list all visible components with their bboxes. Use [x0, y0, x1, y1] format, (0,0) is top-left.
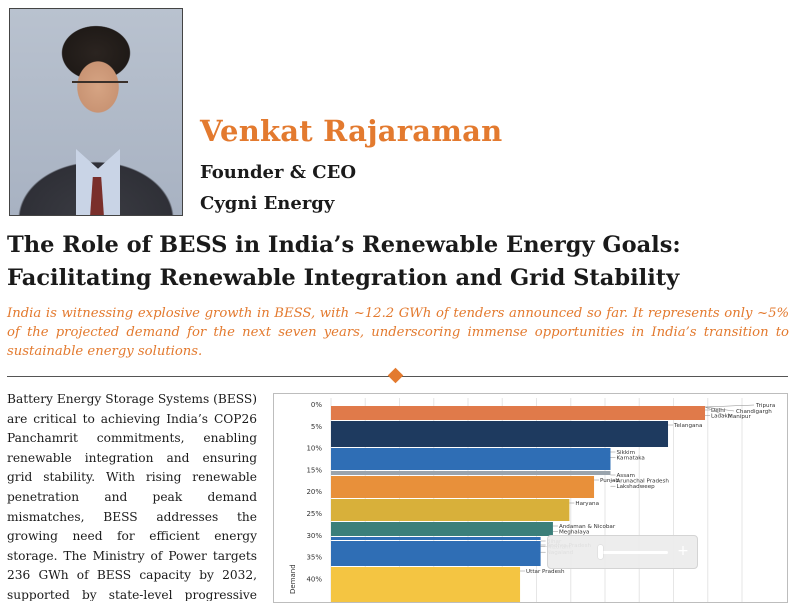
zoom-control[interactable]: + [547, 535, 698, 569]
top-label: Chandigargh [736, 409, 772, 415]
y-tick-label: 10% [306, 445, 322, 453]
bar [331, 476, 595, 498]
bar [331, 421, 669, 447]
y-tick-label: 40% [306, 575, 322, 583]
leader-line [704, 406, 727, 417]
article-body: Battery Energy Storage Systems (BESS) ar… [7, 392, 257, 601]
glasses [72, 81, 128, 97]
y-tick-label: 0% [311, 401, 322, 409]
chart-svg: 0% 5% 10% 15% 20% 25% 30% 35% 40% Demand DelhiLada… [289, 398, 775, 602]
bar-label: Karnataka [616, 456, 644, 462]
zoom-slider-track[interactable] [598, 551, 668, 554]
bar [331, 448, 611, 470]
bar [331, 406, 706, 420]
leader-line [704, 404, 755, 408]
bar-label: Haryana [575, 501, 599, 507]
bar [331, 471, 611, 475]
author-role: Founder & CEO [200, 162, 357, 183]
y-axis-label: Demand [289, 564, 297, 594]
y-tick-label: 5% [311, 423, 322, 431]
tie [90, 177, 104, 215]
y-tick-label: 20% [306, 488, 322, 496]
top-label: Tripura [755, 403, 775, 409]
bar-label: Ladakh [711, 414, 732, 420]
article-title: The Role of BESS in India’s Renewable En… [7, 232, 681, 291]
y-tick-label: 25% [306, 510, 322, 518]
bar [331, 537, 541, 540]
y-tick-label: 35% [306, 554, 322, 562]
bar-label: Meghalaya [559, 530, 590, 536]
bar [331, 522, 553, 536]
bar [331, 567, 521, 602]
bar-label: Uttar Pradesh [526, 569, 565, 575]
bar-label: Andaman & Nicobar [559, 524, 616, 530]
bar-label: Arunachal Pradesh [616, 479, 669, 485]
author-photo [9, 8, 183, 216]
bar-label: Telangana [673, 423, 702, 429]
y-tick-label: 30% [306, 532, 322, 540]
bar [331, 541, 541, 566]
article-lede: India is witnessing explosive growth in … [7, 306, 789, 359]
bar-label: Sikkim [616, 450, 635, 456]
leader-line [704, 406, 735, 412]
bess-demand-chart: 0% 5% 10% 15% 20% 25% 30% 35% 40% Demand Delhi Lada… [273, 393, 788, 603]
zoom-in-icon[interactable]: + [677, 543, 689, 559]
author-company: Cygni Energy [200, 193, 335, 214]
bar-label: Assam [616, 473, 635, 479]
divider-diamond-icon [387, 367, 404, 384]
bar [331, 499, 570, 521]
bar-label: Delhi [711, 408, 726, 414]
bar-label: Punjab [600, 478, 619, 484]
top-label: Manipur [728, 414, 751, 420]
bar-label: Lakshadweep [616, 484, 655, 490]
zoom-slider-handle[interactable] [598, 545, 603, 559]
author-name: Venkat Rajaraman [200, 114, 503, 148]
y-tick-label: 15% [306, 466, 322, 474]
